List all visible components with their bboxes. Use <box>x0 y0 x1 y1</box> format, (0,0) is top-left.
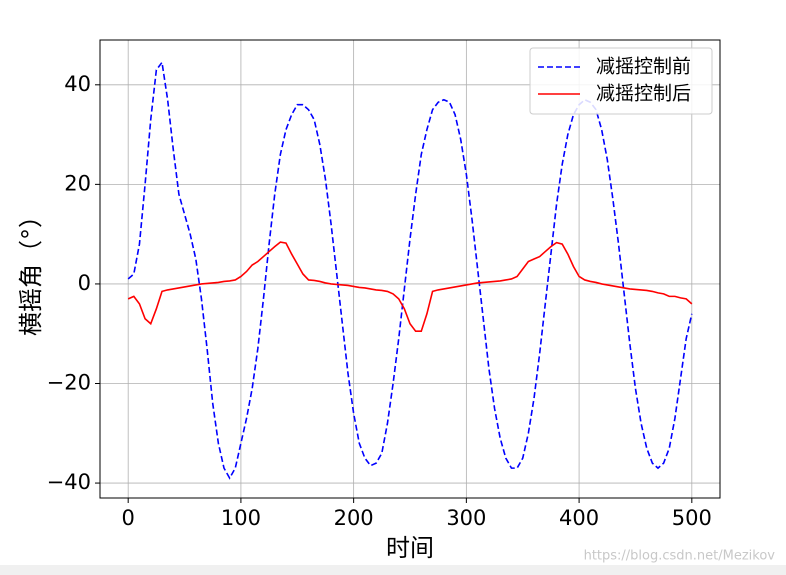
series-line <box>127 241 693 333</box>
y-tick-label: 20 <box>64 171 91 195</box>
legend-box <box>529 47 713 115</box>
x-tick-label: 500 <box>672 506 712 530</box>
watermark: https://blog.csdn.net/Mezikov <box>584 549 776 564</box>
x-axis-label: 时间 <box>386 534 434 562</box>
x-tick-label: 100 <box>221 506 261 530</box>
x-tick-label: 300 <box>446 506 486 530</box>
legend-label: 减摇控制后 <box>596 83 691 105</box>
x-tick-label: 0 <box>121 506 134 530</box>
status-bar <box>0 565 786 575</box>
y-tick-label: 40 <box>64 72 91 96</box>
plot-frame <box>99 39 721 499</box>
y-tick-label: 0 <box>78 271 91 295</box>
y-tick-label: −40 <box>47 470 91 494</box>
x-tick-label: 200 <box>334 506 374 530</box>
x-tick-label: 400 <box>559 506 599 530</box>
y-axis-label: 横摇角（°） <box>17 204 45 336</box>
y-tick-label: −20 <box>47 371 91 395</box>
legend-label: 减摇控制前 <box>596 56 691 78</box>
series-line <box>127 60 693 480</box>
